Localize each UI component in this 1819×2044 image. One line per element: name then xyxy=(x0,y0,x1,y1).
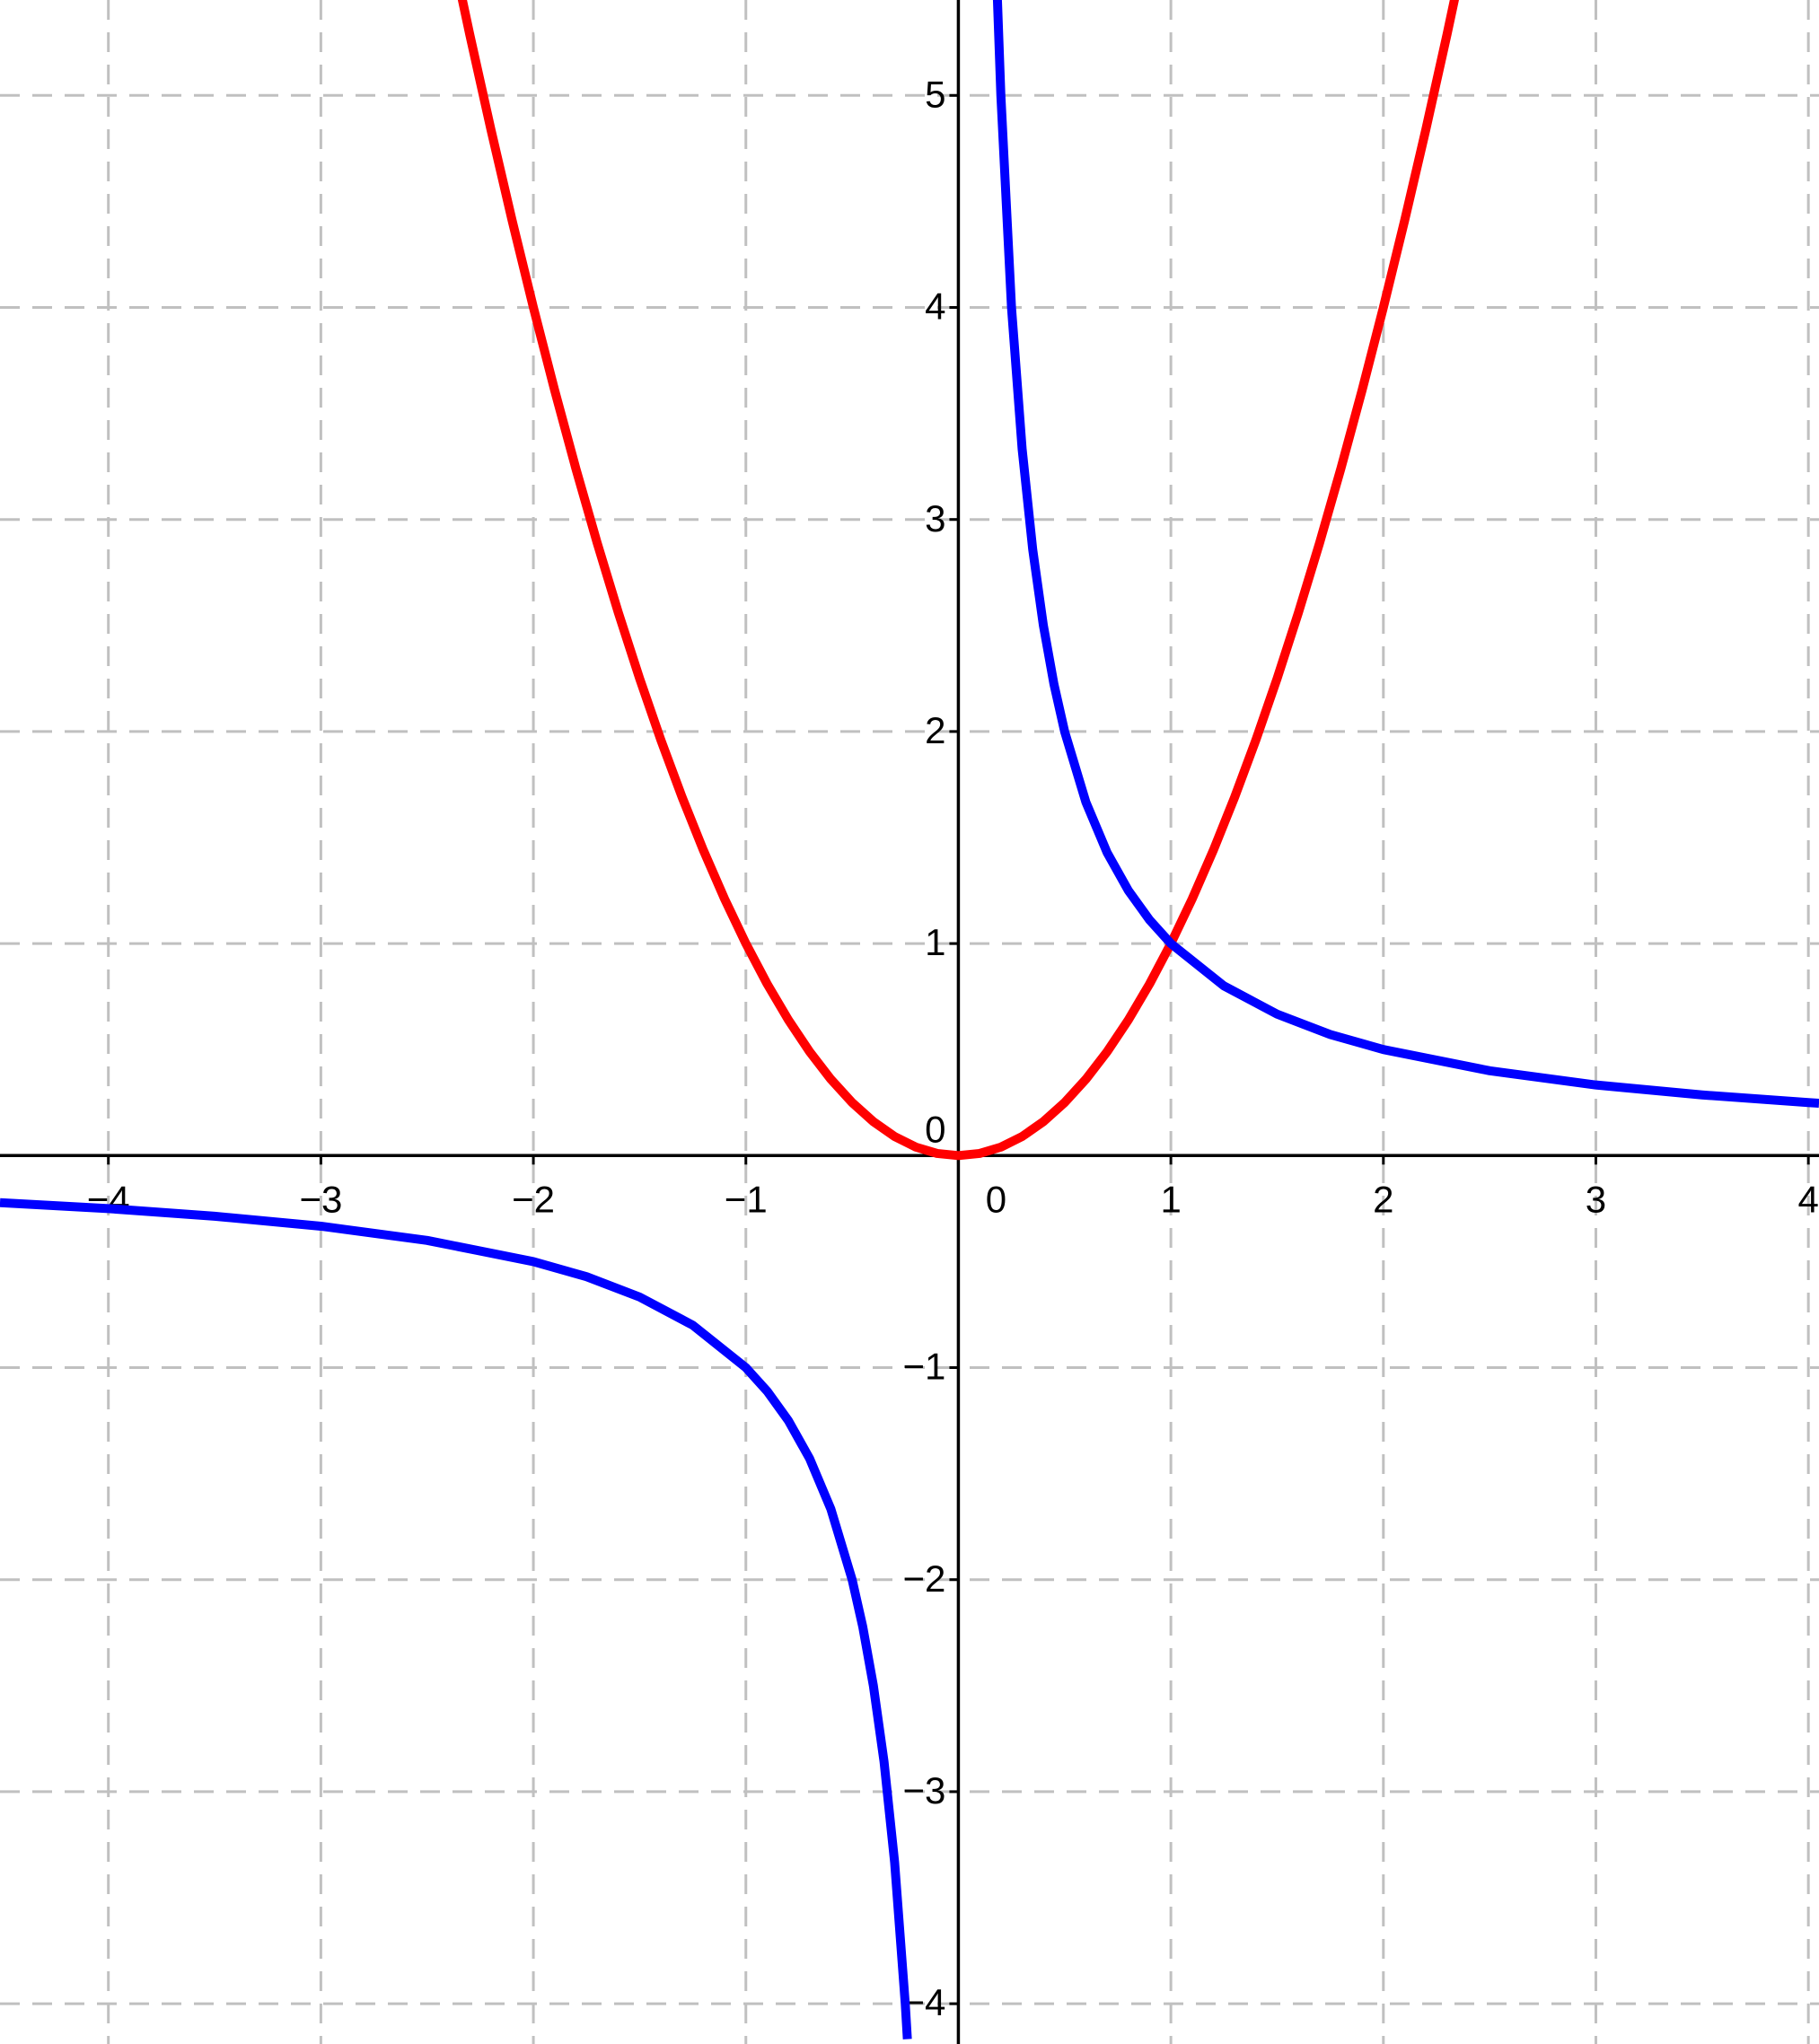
y-tick-label: 4 xyxy=(925,285,945,328)
y-tick-label: 3 xyxy=(925,497,945,540)
y-tick-label: 1 xyxy=(925,921,945,963)
x-tick-label: 4 xyxy=(1797,1178,1818,1220)
y-tick-label: −2 xyxy=(903,1557,946,1600)
x-tick-label: −1 xyxy=(725,1178,768,1220)
x-tick-label: 3 xyxy=(1586,1178,1606,1220)
x-tick-label: −3 xyxy=(299,1178,342,1220)
y-tick-label: 2 xyxy=(925,709,945,751)
curve xyxy=(457,0,1459,1161)
y-tick-label: −3 xyxy=(903,1769,946,1812)
x-tick-label: −2 xyxy=(512,1178,555,1220)
y-tick-label: −1 xyxy=(903,1346,946,1388)
y-tick-label: 0 xyxy=(925,1108,945,1150)
x-tick-label: 1 xyxy=(1160,1178,1181,1220)
x-tick-label: 2 xyxy=(1373,1178,1393,1220)
x-tick-label: 0 xyxy=(986,1178,1006,1220)
y-tick-label: 5 xyxy=(925,73,945,115)
